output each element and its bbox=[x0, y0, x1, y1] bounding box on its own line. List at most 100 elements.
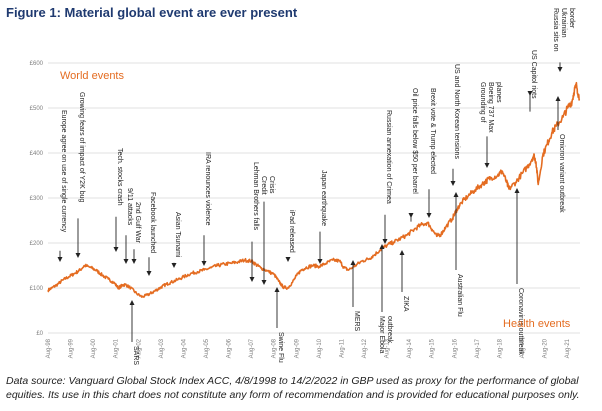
x-tick-label: Aug-21 bbox=[565, 338, 571, 358]
annotation-text: 2nd Gulf War bbox=[134, 202, 141, 244]
annotation-label: Growing fears of impact of Y2K bug bbox=[78, 92, 85, 202]
arrow-head bbox=[113, 247, 119, 252]
annotation-text: planes bbox=[495, 82, 502, 103]
annotation-text: Ukrainian bbox=[560, 8, 567, 38]
arrow-head bbox=[379, 244, 385, 249]
annotation-text: Swine Flu bbox=[277, 332, 284, 363]
y-tick-label: £500 bbox=[30, 106, 44, 112]
x-tick-label: Aug-02 bbox=[136, 338, 142, 358]
annotation-label: Oil price falls below $50 per barrel bbox=[411, 88, 418, 194]
annotation-label: MERS bbox=[353, 311, 360, 332]
arrow-head bbox=[317, 259, 323, 264]
x-tick-label: Aug-18 bbox=[497, 338, 503, 358]
annotation-label: 9/11 attacks bbox=[126, 188, 133, 226]
arrow-head bbox=[557, 67, 563, 72]
x-tick-label: Aug-16 bbox=[452, 338, 458, 358]
annotation-text: Facebook launched bbox=[149, 192, 156, 253]
annotation-text: Coronavirus outbreak bbox=[517, 288, 524, 355]
annotation-label: Coronavirus outbreak bbox=[517, 288, 524, 355]
grid bbox=[48, 62, 580, 334]
x-tick-label: Aug-12 bbox=[362, 338, 368, 358]
x-tick-label: Aug-06 bbox=[227, 338, 233, 358]
annotation-label: Australian Flu bbox=[456, 274, 463, 317]
annotation-text: Europe agree on use of single currency bbox=[60, 110, 67, 233]
arrow-head bbox=[555, 96, 561, 101]
annotation-text: SARS bbox=[132, 346, 139, 365]
x-tick-label: Aug-98 bbox=[46, 338, 52, 358]
annotation-text: Omicron variant outbreak bbox=[558, 134, 565, 213]
annotation-label: IRA renounces violence bbox=[204, 152, 211, 226]
figure-title: Figure 1: Material global event are ever… bbox=[6, 5, 298, 20]
chart: £0£100£200£300£400£500£600 Aug-98 Aug-99 A… bbox=[30, 8, 581, 365]
annotation-label: iPad released bbox=[288, 210, 295, 253]
series-line-world-equities bbox=[47, 81, 581, 298]
annotation-label: Omicron variant outbreak bbox=[558, 134, 565, 213]
arrow-head bbox=[399, 250, 405, 255]
arrow-head bbox=[450, 181, 456, 186]
x-tick-label: Aug-15 bbox=[430, 338, 436, 358]
y-tick-label: £100 bbox=[30, 286, 44, 292]
x-tick-label: Aug-09 bbox=[294, 338, 300, 358]
arrow-head bbox=[131, 259, 137, 264]
annotation-label: Lehman Brothers falls bbox=[252, 162, 259, 231]
arrow-head bbox=[274, 287, 280, 292]
annotation-text: Japan earthquake bbox=[320, 170, 327, 226]
arrow-head bbox=[453, 192, 459, 197]
data-source-note: Data source: Vanguard Global Stock Index… bbox=[6, 375, 580, 401]
x-tick-label: Aug-13 bbox=[385, 338, 391, 358]
annotations: Europe agree on use of single currency Gr… bbox=[60, 8, 575, 365]
annotation-text: Asian Tsunami bbox=[174, 212, 181, 258]
annotation-text: US Capitol riots bbox=[530, 50, 537, 99]
x-tick-label: Aug-01 bbox=[114, 338, 120, 358]
arrow-head bbox=[408, 213, 414, 218]
arrow-head bbox=[123, 259, 129, 264]
annotation-label: Asian Tsunami bbox=[174, 212, 181, 258]
annotation-text: ZIKA bbox=[402, 296, 409, 312]
annotation-text: Lehman Brothers falls bbox=[252, 162, 259, 231]
x-tick-label: Aug-05 bbox=[204, 338, 210, 358]
annotation-text: Growing fears of impact of Y2K bug bbox=[78, 92, 85, 202]
x-tick-label: Aug-10 bbox=[317, 338, 323, 358]
annotation-label: Facebook launched bbox=[149, 192, 156, 253]
x-tick-label: Aug-08 bbox=[272, 338, 278, 358]
x-tick-label: Aug-11 bbox=[339, 338, 345, 358]
arrow-head bbox=[75, 253, 81, 258]
annotation-text: Oil price falls below $50 per barrel bbox=[411, 88, 418, 194]
x-tick-label: Aug-04 bbox=[181, 338, 187, 358]
y-tick-label: £300 bbox=[30, 196, 44, 202]
arrow-head bbox=[261, 280, 267, 285]
x-axis-ticks: Aug-98 Aug-99 Aug-00 Aug-01 Aug-02 Aug-03 Aug-… bbox=[46, 338, 571, 358]
annotation-text: Brexit vote & Trump elected bbox=[429, 88, 436, 174]
annotation-text: Major Ebola bbox=[378, 316, 385, 353]
arrow-head bbox=[484, 163, 490, 168]
arrow-head bbox=[57, 257, 63, 262]
annotation-label: Russian annexation of Crimea bbox=[385, 110, 392, 204]
arrow-head bbox=[201, 261, 207, 266]
arrow-head bbox=[382, 239, 388, 244]
annotation-text: outbreak bbox=[386, 316, 393, 344]
annotation-text: Russian annexation of Crimea bbox=[385, 110, 392, 204]
annotation-text: Crisis bbox=[268, 176, 275, 194]
annotation-text: border bbox=[568, 8, 575, 29]
annotation-text: MERS bbox=[353, 311, 360, 332]
annotation-label: SARS bbox=[132, 346, 139, 365]
annotation-label: US and North Korean tensions bbox=[453, 64, 460, 159]
annotation-label: Credit Crisis bbox=[260, 176, 275, 195]
annotation-text: US and North Korean tensions bbox=[453, 64, 460, 159]
y-tick-label: £200 bbox=[30, 241, 44, 247]
annotation-label: Major Ebola outbreak bbox=[378, 316, 393, 353]
y-tick-label: £0 bbox=[36, 331, 43, 337]
annotation-label: Swine Flu bbox=[277, 332, 284, 363]
arrow-head bbox=[249, 277, 255, 282]
annotation-label: US Capitol riots bbox=[530, 50, 537, 99]
annotation-label: Europe agree on use of single currency bbox=[60, 110, 67, 233]
annotation-label: 2nd Gulf War bbox=[134, 202, 141, 244]
annotation-label: ZIKA bbox=[402, 296, 409, 312]
x-tick-label: Aug-14 bbox=[407, 338, 413, 358]
annotation-text: Australian Flu bbox=[456, 274, 463, 317]
annotation-label: Japan earthquake bbox=[320, 170, 327, 226]
arrow-head bbox=[146, 271, 152, 276]
x-tick-label: Aug-19 bbox=[520, 338, 526, 358]
annotation-text: Tech. stocks crash bbox=[116, 148, 123, 206]
annotation-text: Grounding of bbox=[479, 82, 486, 123]
